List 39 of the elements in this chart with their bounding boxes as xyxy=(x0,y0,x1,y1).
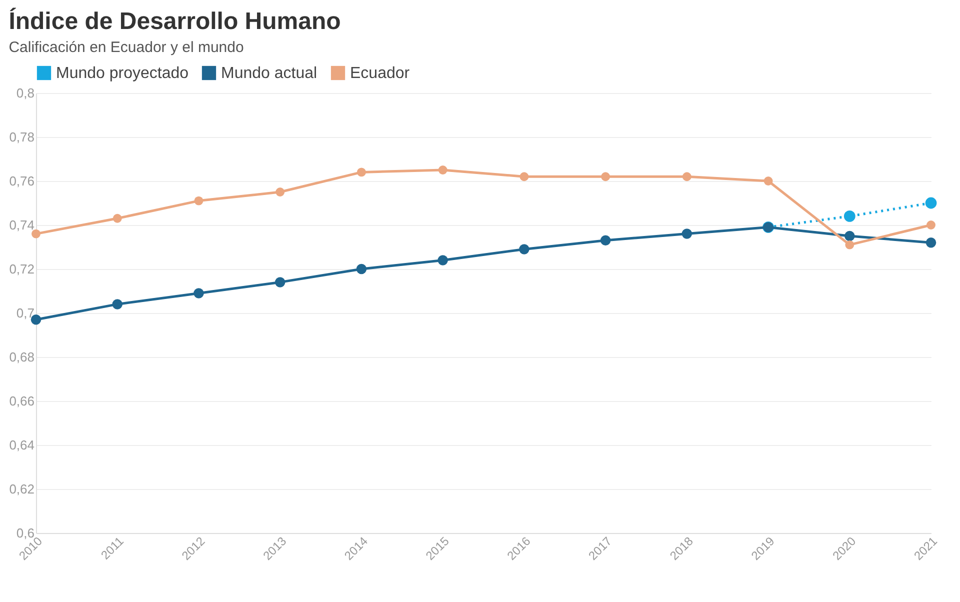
point xyxy=(112,214,122,223)
point xyxy=(926,237,936,248)
point xyxy=(438,255,448,266)
y-tick-label: 0,76 xyxy=(9,174,34,188)
point xyxy=(682,172,692,182)
chart-subtitle: Calificación en Ecuador y el mundo xyxy=(8,39,244,56)
point xyxy=(682,228,692,239)
point xyxy=(925,197,937,209)
y-tick-label: 0,72 xyxy=(9,262,34,276)
legend-label: Mundo proyectado xyxy=(56,65,189,82)
y-tick-label: 0,8 xyxy=(16,86,34,100)
point xyxy=(194,196,204,206)
point xyxy=(520,172,529,182)
point xyxy=(926,220,936,230)
y-tick-label: 0,7 xyxy=(16,306,34,320)
point xyxy=(764,176,773,186)
y-tick-label: 0,66 xyxy=(9,394,34,408)
legend-label: Ecuador xyxy=(350,65,410,82)
point xyxy=(844,210,856,222)
y-tick-label: 0,78 xyxy=(9,130,34,144)
chart-title: Índice de Desarrollo Humano xyxy=(8,7,341,35)
y-tick-label: 0,64 xyxy=(9,438,34,452)
y-tick-label: 0,74 xyxy=(9,218,34,232)
point xyxy=(601,172,610,182)
point xyxy=(194,288,204,298)
point xyxy=(356,168,366,177)
y-tick-label: 0,68 xyxy=(9,350,34,364)
point xyxy=(356,264,367,274)
point xyxy=(112,299,122,310)
point xyxy=(276,188,285,196)
y-tick-label: 0,62 xyxy=(9,482,34,496)
point xyxy=(600,235,611,246)
legend-label: Mundo actual xyxy=(221,65,318,82)
point xyxy=(845,240,854,250)
point xyxy=(519,244,530,254)
point xyxy=(438,166,448,174)
point xyxy=(274,277,286,288)
point xyxy=(844,230,855,242)
y-tick-label: 0,6 xyxy=(16,526,34,540)
